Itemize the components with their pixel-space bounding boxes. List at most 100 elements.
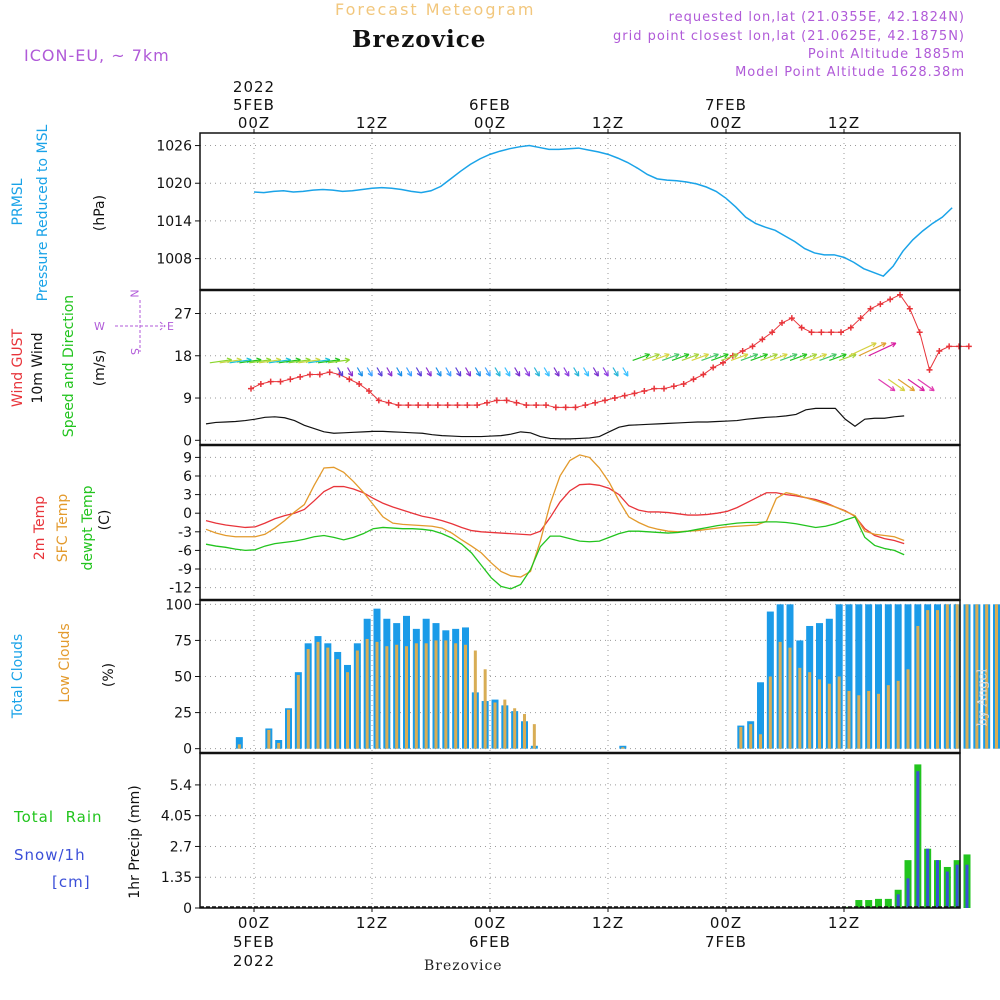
panel-frame <box>199 444 961 601</box>
y-tick-label: -6 <box>178 543 192 559</box>
x-tick-label-top: 12Z <box>828 114 860 132</box>
low-cloud-bar <box>237 744 241 749</box>
wind-direction-arrow <box>533 367 540 377</box>
wind-direction-arrowhead <box>357 371 363 377</box>
requested-coordinates: requested lon,lat (21.0355E, 42.1824N) <box>668 10 965 25</box>
low-cloud-bar <box>827 683 831 749</box>
low-cloud-bar <box>532 724 536 749</box>
wind-direction-arrowhead <box>406 371 413 377</box>
low-cloud-bar <box>414 643 418 749</box>
wind-direction-arrowhead <box>475 371 481 377</box>
snow-bar <box>965 864 969 908</box>
wind-direction-arrowhead <box>397 371 403 377</box>
wind-gust-marker <box>769 329 776 336</box>
wind-gust-marker <box>287 376 294 383</box>
low-clouds-label: Low Clouds <box>57 623 73 703</box>
wind-gust-marker <box>543 402 549 409</box>
total-cloud-bar <box>875 604 882 749</box>
wind-direction-arrowhead <box>703 353 710 359</box>
wind-direction-arrow <box>523 367 531 377</box>
super-title: Forecast Meteogram <box>335 0 536 19</box>
low-cloud-bar <box>896 680 900 749</box>
wind-gust-marker <box>257 380 264 387</box>
wind-direction-arrow <box>317 359 340 364</box>
x-year-label-top: 2022 <box>233 78 275 96</box>
watermark: by Angel <box>975 668 991 727</box>
wind-gust-marker <box>356 380 363 387</box>
wind-gust-marker <box>759 336 766 343</box>
wind-gust-marker <box>798 324 805 331</box>
low-cloud-bar <box>464 644 467 749</box>
wind-direction-arrowhead <box>544 371 550 377</box>
wind-direction-arrow <box>425 367 432 377</box>
y-tick-label: 5.4 <box>170 778 192 794</box>
clouds-unit: (%) <box>101 662 117 688</box>
low-cloud-bar <box>316 641 320 749</box>
wind-direction-arrow <box>445 367 452 377</box>
wind-gust-marker <box>444 402 451 409</box>
low-cloud-bar <box>424 643 428 749</box>
wind-gust-marker <box>631 390 638 397</box>
wind-10m-label: 10m Wind <box>30 332 46 404</box>
pressure-label-desc: Pressure Reduced to MSL <box>35 124 51 302</box>
rain-bar <box>875 898 882 908</box>
wind-direction-arrow <box>789 353 808 362</box>
low-cloud-bar <box>493 702 497 749</box>
wind-gust-label: Wind GUST <box>10 328 26 408</box>
wind-direction-arrowhead <box>742 353 749 359</box>
wind-direction-arrowhead <box>644 353 651 359</box>
x-tick-label-top: 12Z <box>356 114 388 132</box>
low-cloud-bar <box>483 669 487 749</box>
wind-direction-arrow <box>455 367 462 377</box>
low-cloud-bar <box>395 644 399 749</box>
low-cloud-bar <box>523 714 526 749</box>
y-tick-label: 25 <box>174 706 192 722</box>
total-clouds-label: Total Clouds <box>10 633 26 719</box>
page-title: Brezovice <box>352 26 487 53</box>
wind-gust-marker <box>906 305 913 312</box>
wind-gust-marker <box>326 369 333 376</box>
wind-direction-arrow <box>592 367 599 377</box>
wind-direction-arrowhead <box>693 353 700 359</box>
low-cloud-bar <box>444 640 448 749</box>
wind-direction-arrowhead <box>713 353 719 359</box>
wind-direction-arrowhead <box>554 371 560 377</box>
wind-direction-arrow <box>829 353 847 362</box>
low-cloud-bar <box>277 742 281 749</box>
footer-location: Brezovice <box>424 958 503 974</box>
wind-direction-arrowhead <box>446 371 452 377</box>
low-cloud-bar <box>759 734 762 749</box>
wind-direction-arrow <box>681 353 699 362</box>
wind-direction-arrow <box>730 353 749 362</box>
wind-direction-arrow <box>819 353 837 362</box>
grid-point-coordinates: grid point closest lon,lat (21.0625E, 42… <box>613 29 965 44</box>
total-cloud-bar <box>884 604 892 749</box>
wind-direction-arrow <box>701 353 719 362</box>
wind-gust-line <box>250 294 969 408</box>
wind-direction-arrow <box>239 359 262 364</box>
low-cloud-bar <box>306 649 310 749</box>
total-cloud-bar <box>865 604 873 749</box>
x-date-label-top: 7FEB <box>705 96 747 114</box>
low-cloud-bar <box>975 604 979 749</box>
wind-direction-arrowhead <box>524 371 531 377</box>
wind-direction-arrowhead <box>505 371 511 377</box>
low-cloud-bar <box>945 604 949 749</box>
wind-direction-arrow <box>366 367 373 377</box>
y-tick-label: 1020 <box>156 176 192 192</box>
wind-direction-arrow <box>671 353 690 362</box>
wind-direction-arrow <box>288 359 311 364</box>
low-cloud-bar <box>365 638 369 749</box>
wind-direction-arrowhead <box>367 371 373 377</box>
wind-direction-arrow <box>327 359 350 364</box>
wind-gust-marker <box>779 319 785 326</box>
wind-direction-arrowhead <box>593 371 599 377</box>
snow-bar <box>955 864 959 908</box>
wind-gust-marker <box>346 376 353 383</box>
y-tick-label: 0 <box>183 742 192 758</box>
wind-direction-arrow <box>582 367 590 377</box>
wind-direction-arrow <box>691 353 709 362</box>
wind-gust-marker <box>897 291 903 298</box>
low-cloud-bar <box>778 641 782 749</box>
x-year-label-bottom: 2022 <box>233 952 275 970</box>
